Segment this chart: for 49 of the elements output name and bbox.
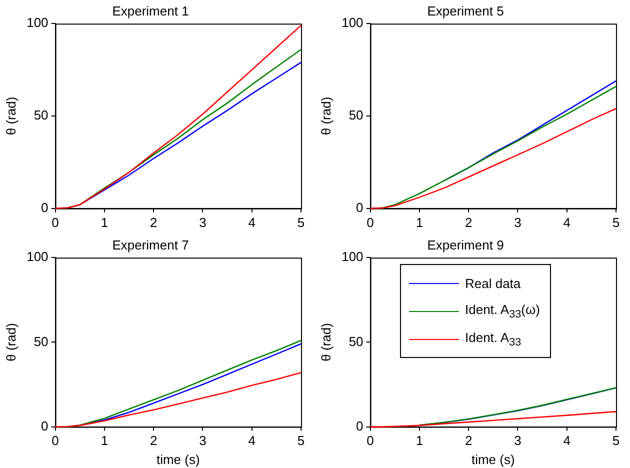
x-tick-label: 4	[248, 433, 256, 448]
y-tick-label: 50	[34, 334, 48, 349]
chart-title: Experiment 5	[427, 3, 504, 18]
y-tick-label: 50	[34, 108, 48, 123]
y-tick-label: 100	[342, 15, 364, 30]
x-tick-label: 3	[199, 433, 206, 448]
x-tick-label: 0	[366, 433, 374, 448]
x-tick-label: 1	[416, 433, 424, 448]
x-axis-title: time (s)	[471, 452, 515, 467]
y-tick-label: 0	[356, 418, 364, 434]
x-tick-label: 5	[297, 214, 305, 230]
chart-title: Experiment 1	[112, 3, 189, 18]
x-tick-label: 3	[514, 433, 522, 448]
y-axis-title: θ (rad)	[3, 323, 18, 362]
y-axis-title: θ (rad)	[3, 96, 18, 136]
y-tick-label: 100	[26, 15, 48, 30]
y-axis-title: θ (rad)	[318, 323, 334, 362]
chart-title: Experiment 7	[112, 237, 189, 252]
x-tick-label: 5	[612, 433, 620, 448]
legend-label: Real data	[465, 276, 521, 290]
y-tick-label: 0	[356, 200, 364, 215]
x-tick-label: 0	[52, 433, 59, 448]
x-tick-label: 2	[464, 214, 472, 230]
y-tick-label: 0	[41, 200, 48, 215]
x-tick-label: 2	[150, 433, 158, 448]
x-tick-label: 1	[100, 214, 108, 230]
x-tick-label: 1	[416, 214, 424, 230]
x-tick-label: 0	[52, 214, 59, 230]
chart-title: Experiment 9	[427, 237, 504, 252]
legend-label: Ident. A$_{33}$	[465, 330, 522, 348]
y-tick-label: 0	[41, 418, 48, 434]
x-tick-label: 2	[464, 433, 472, 448]
x-tick-label: 0	[366, 214, 374, 230]
y-axis-title: θ (rad)	[318, 96, 334, 136]
y-tick-label: 100	[26, 249, 48, 264]
y-tick-label: 50	[348, 108, 364, 123]
x-tick-label: 2	[150, 214, 158, 230]
x-tick-label: 4	[563, 433, 570, 448]
x-axis-title: time (s)	[156, 452, 200, 467]
x-tick-label: 5	[612, 214, 620, 230]
x-tick-label: 1	[100, 433, 108, 448]
x-tick-label: 4	[563, 214, 570, 230]
x-tick-label: 3	[514, 214, 522, 230]
x-tick-label: 5	[297, 433, 305, 448]
y-tick-label: 50	[348, 334, 364, 349]
legend-label: Ident. A$_{33}$(ω)	[465, 302, 540, 320]
x-tick-label: 4	[248, 214, 256, 230]
y-tick-label: 100	[342, 249, 364, 264]
x-tick-label: 3	[199, 214, 206, 230]
